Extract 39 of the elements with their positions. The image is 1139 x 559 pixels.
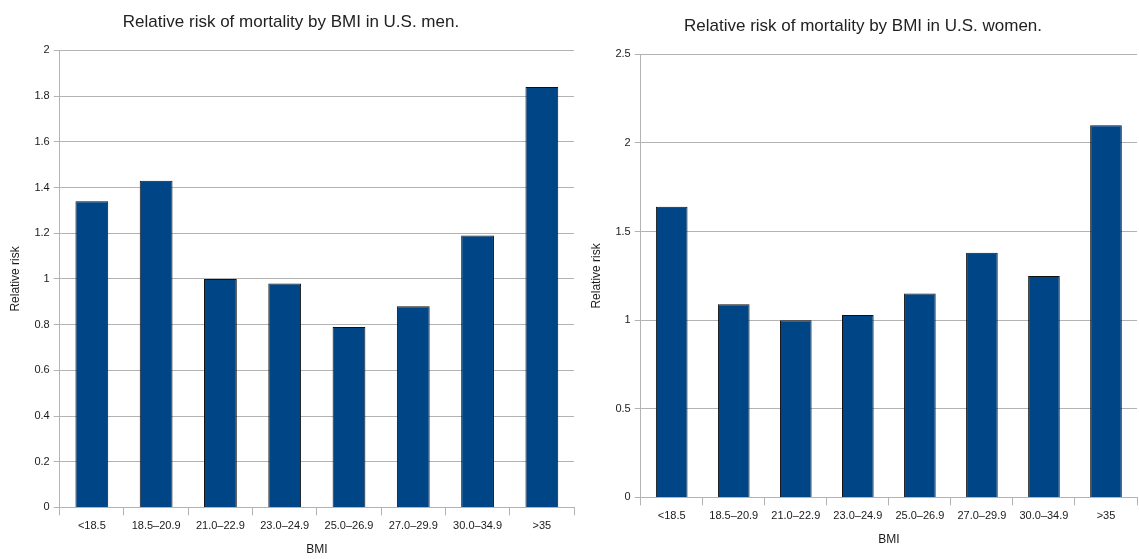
x-tick-label: 23.0–24.9 (833, 509, 883, 522)
x-tick-label: >35 (1096, 509, 1116, 522)
x-tick-label: 18.5–20.9 (131, 519, 181, 532)
y-tick-label: 2 (43, 43, 50, 56)
y-tick-label: 0.5 (615, 401, 631, 414)
x-tick-label: 18.5–20.9 (709, 509, 759, 522)
x-tick-label: 27.0–29.9 (388, 519, 438, 532)
y-tick-label: 2 (624, 136, 631, 149)
x-tick-label: 25.0–26.9 (324, 519, 374, 532)
y-tick-label: 1.8 (34, 89, 50, 102)
y-tick-label: 0.6 (34, 363, 50, 376)
x-tick-label: 27.0–29.9 (957, 509, 1007, 522)
y-tick-label: 1 (624, 313, 631, 326)
x-tick-label: <18.5 (77, 519, 106, 532)
chart-title: Relative risk of mortality by BMI in U.S. men. (122, 11, 460, 31)
x-axis-title: BMI (878, 532, 900, 547)
y-tick-label: 1.6 (34, 134, 50, 147)
y-tick-label: 2.5 (615, 47, 631, 60)
y-tick-label: 0.2 (34, 454, 50, 467)
x-axis-title: BMI (306, 542, 328, 557)
y-tick-label: 1.2 (34, 226, 50, 239)
y-tick-label: 1.5 (615, 224, 631, 237)
x-tick-label: >35 (532, 519, 552, 532)
x-tick-label: 21.0–22.9 (771, 509, 821, 522)
x-tick-label: 21.0–22.9 (195, 519, 245, 532)
y-axis-title: Relative risk (588, 242, 603, 309)
y-axis-title: Relative risk (7, 245, 22, 312)
chart-title: Relative risk of mortality by BMI in U.S. women. (683, 15, 1043, 35)
x-tick-label: 25.0–26.9 (895, 509, 945, 522)
y-tick-label: 0.8 (34, 317, 50, 330)
y-tick-label: 1 (43, 271, 50, 284)
y-tick-label: 0 (43, 500, 50, 513)
y-tick-label: 0.4 (34, 409, 50, 422)
y-tick-label: 0 (624, 490, 631, 503)
y-tick-label: 1.4 (34, 180, 50, 193)
x-tick-label: 30.0–34.9 (1019, 509, 1069, 522)
x-tick-label: 30.0–34.9 (453, 519, 503, 532)
x-tick-label: 23.0–24.9 (260, 519, 310, 532)
x-tick-label: <18.5 (657, 509, 686, 522)
